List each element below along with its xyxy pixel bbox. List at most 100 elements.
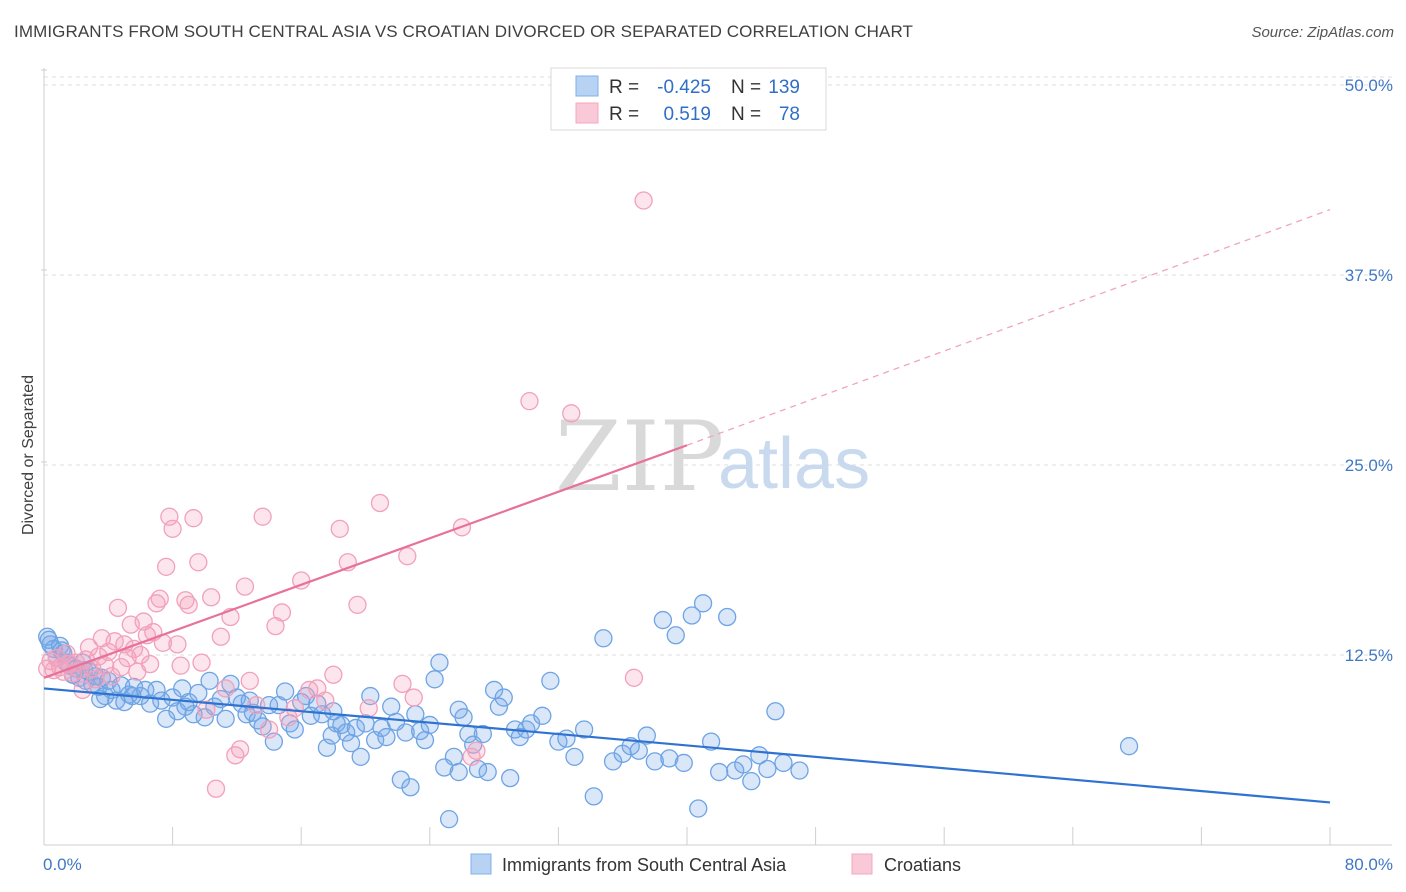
point-pink-41: [171, 656, 190, 675]
point-blue-96: [489, 697, 509, 716]
point-pink-67: [316, 691, 335, 710]
point-pink-64: [292, 571, 311, 590]
point-pink-37: [157, 557, 176, 576]
point-pink-43: [179, 595, 198, 614]
point-pink-71: [348, 595, 367, 614]
point-blue-128: [734, 755, 753, 774]
watermark-zip: ZIP: [555, 401, 724, 513]
point-blue-77: [396, 723, 415, 742]
point-blue-110: [594, 629, 613, 648]
point-blue-67: [346, 718, 366, 738]
point-blue-84: [430, 653, 449, 672]
legend-swatch-pink: [575, 102, 599, 124]
point-blue-74: [382, 697, 401, 716]
legend-n-value-blue: 139: [768, 77, 800, 98]
point-pink-82: [624, 668, 644, 687]
y-axis-title: Divorced or Separated: [20, 375, 37, 535]
point-pink-56: [240, 671, 259, 690]
point-pink-51: [216, 679, 235, 698]
point-blue-97: [494, 688, 513, 707]
point-blue-131: [758, 759, 777, 779]
point-pink-20: [102, 667, 121, 686]
point-pink-22: [108, 598, 128, 618]
point-pink-39: [163, 519, 182, 538]
y-tick-labels: 12.5% 25.0% 37.5% 50.0%: [1345, 76, 1393, 665]
point-pink-47: [197, 700, 216, 719]
grid: [44, 76, 1392, 656]
point-blue-81: [415, 730, 435, 750]
point-blue-134: [790, 761, 809, 780]
point-blue-119: [666, 626, 685, 645]
point-blue-108: [574, 720, 594, 739]
point-blue-95: [484, 680, 504, 700]
point-pink-83: [634, 191, 653, 210]
watermark: ZIP atlas: [555, 401, 870, 513]
point-pink-59: [259, 720, 279, 739]
legend-r-label-pink: R =: [609, 104, 639, 125]
point-pink-24: [115, 635, 134, 654]
point-pink-57: [247, 696, 266, 715]
point-blue-132: [766, 702, 785, 721]
point-pink-55: [235, 577, 255, 596]
chart-title: IMMIGRANTS FROM SOUTH CENTRAL ASIA VS CR…: [14, 22, 913, 41]
point-blue-65: [337, 723, 356, 742]
trend-line-pink: [43, 444, 688, 679]
point-blue-87: [444, 747, 464, 766]
point-pink-35: [150, 589, 169, 608]
point-blue-76: [391, 770, 411, 789]
point-blue-123: [693, 594, 713, 613]
trend-line-pink-extension: [686, 209, 1331, 446]
point-blue-53: [275, 682, 295, 701]
point-blue-107: [565, 747, 584, 766]
axes: [41, 68, 1392, 846]
point-blue-73: [377, 727, 396, 747]
legend-r-value-blue: -0.425: [657, 77, 711, 98]
point-blue-116: [645, 752, 664, 771]
series-pink-points: [38, 191, 653, 798]
point-blue-109: [584, 787, 603, 806]
x-tick-label-0: 0.0%: [43, 855, 82, 874]
point-pink-6: [57, 644, 76, 663]
point-blue-93: [473, 724, 492, 744]
point-blue-124: [701, 732, 721, 751]
point-blue-106: [557, 729, 576, 748]
point-blue-86: [439, 810, 459, 829]
point-pink-79: [467, 741, 486, 760]
y-tick-label-1: 25.0%: [1345, 456, 1393, 475]
point-blue-83: [425, 670, 444, 689]
point-blue-111: [603, 752, 623, 771]
point-pink-72: [359, 699, 378, 718]
point-pink-69: [330, 519, 349, 538]
point-blue-98: [501, 768, 520, 788]
point-pink-74: [393, 674, 412, 694]
point-blue-144: [449, 700, 468, 719]
point-pink-45: [189, 553, 208, 572]
point-pink-49: [206, 779, 226, 798]
point-pink-68: [324, 665, 343, 684]
point-pink-76: [398, 547, 417, 566]
point-pink-53: [226, 746, 245, 765]
legend-swatch-blue: [575, 75, 599, 97]
point-blue-88: [449, 762, 468, 782]
legend-n-label-pink: N =: [731, 104, 761, 125]
x-tick-label-1: 80.0%: [1345, 855, 1393, 874]
point-pink-44: [184, 509, 203, 528]
point-pink-11: [73, 680, 92, 700]
point-pink-46: [192, 653, 211, 672]
point-pink-80: [520, 392, 539, 411]
point-pink-13: [79, 638, 99, 657]
point-pink-18: [95, 656, 115, 675]
bottom-legend-swatch-blue: [470, 853, 492, 875]
x-tick-labels: 0.0% 80.0%: [43, 855, 1393, 874]
bottom-legend-label-pink: Croatians: [884, 855, 961, 875]
point-blue-129: [742, 772, 761, 791]
point-blue-122: [689, 799, 708, 818]
point-blue-121: [682, 606, 701, 625]
point-pink-81: [562, 404, 581, 423]
point-blue-42: [216, 709, 235, 728]
point-pink-48: [202, 588, 221, 607]
trend-line-blue: [43, 687, 1331, 804]
point-blue-78: [401, 778, 420, 797]
legend: R = -0.425 N = 139 R = 0.519 N = 78: [550, 67, 827, 131]
point-blue-136: [39, 630, 58, 649]
